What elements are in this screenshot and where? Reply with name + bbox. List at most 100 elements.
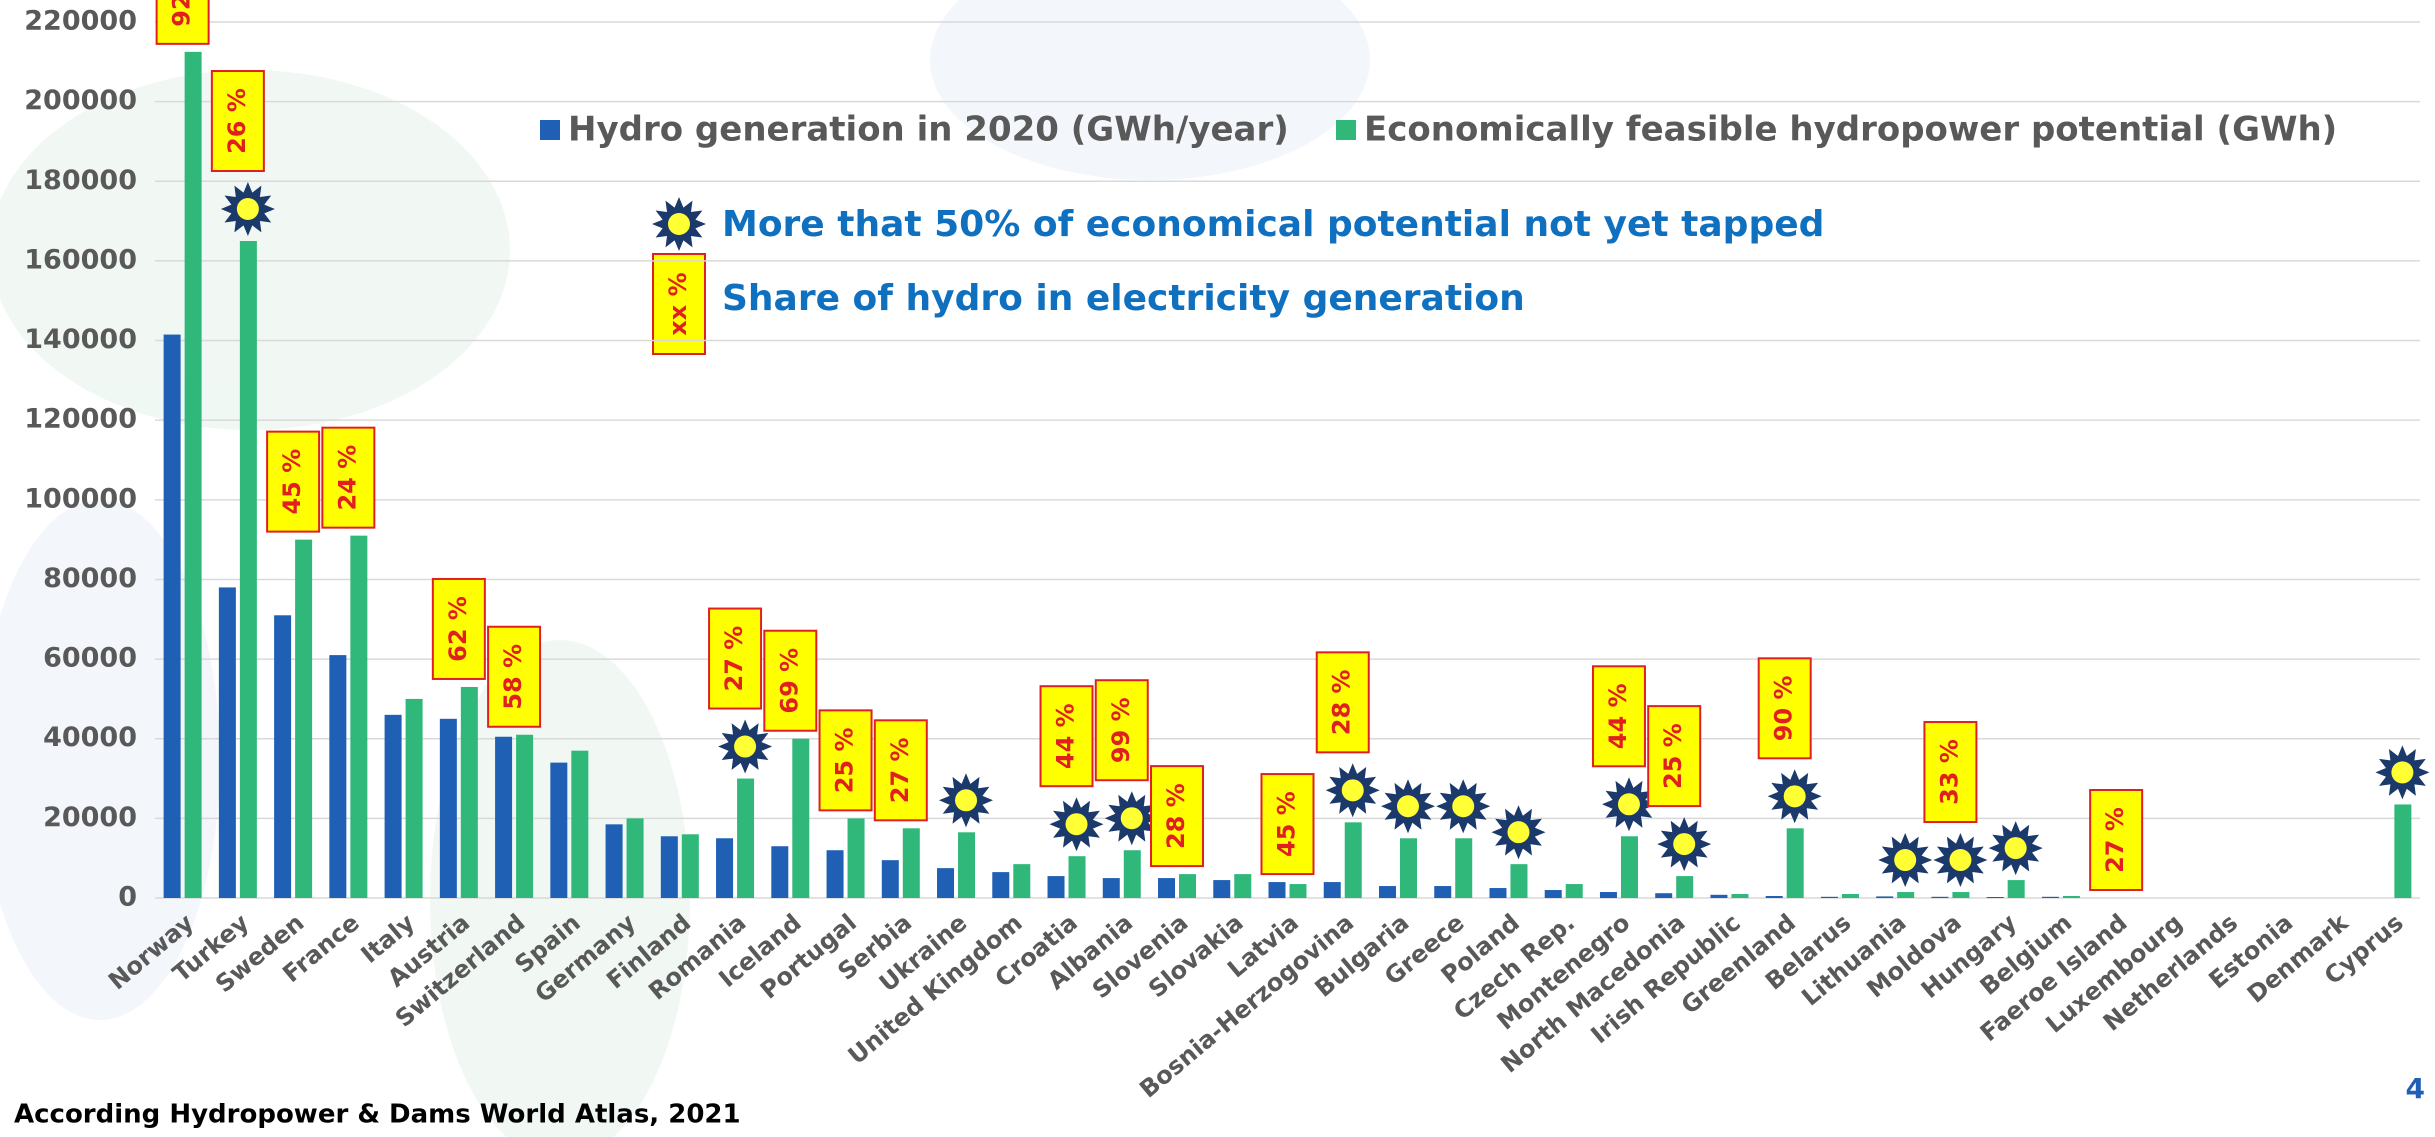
bar	[1068, 856, 1086, 898]
star-center	[2391, 761, 2414, 784]
bar	[2041, 896, 2059, 898]
untapped-star	[220, 182, 275, 236]
bar	[1655, 893, 1673, 898]
star-center	[1341, 779, 1364, 802]
star-center	[1396, 795, 1419, 818]
bar	[405, 698, 423, 898]
bar	[1234, 874, 1252, 898]
bar	[1786, 828, 1804, 898]
share-label: 45 %	[1273, 791, 1301, 857]
legend-swatch	[540, 120, 560, 140]
share-label-box	[431, 577, 486, 680]
bar	[439, 718, 457, 898]
bar	[1268, 882, 1286, 898]
bar	[1158, 878, 1176, 898]
bar	[1344, 822, 1362, 898]
background-decoration	[0, 0, 1370, 1137]
share-label: 92 %	[168, 0, 196, 27]
bar	[460, 686, 478, 898]
share-label-box	[321, 426, 376, 529]
y-tick-label: 220000	[24, 6, 137, 37]
untapped-star	[1049, 797, 1104, 852]
share-label-box	[1647, 705, 1702, 808]
share-label: 26 %	[223, 88, 251, 154]
bar	[163, 334, 181, 898]
star-center	[1452, 795, 1475, 818]
bar	[716, 838, 734, 898]
y-tick-label: 60000	[43, 643, 137, 674]
bar	[571, 750, 589, 898]
bar	[1931, 896, 1949, 898]
share-label-box	[1260, 773, 1315, 876]
share-label: 45 %	[278, 449, 306, 515]
share-label: 99 %	[1107, 697, 1135, 763]
bar	[1179, 874, 1197, 898]
bar	[958, 832, 976, 898]
bar	[1897, 892, 1915, 898]
share-label: 90 %	[1770, 675, 1798, 741]
bar	[1378, 886, 1396, 898]
bar	[737, 778, 755, 898]
share-label: 28 %	[1328, 669, 1356, 735]
share-label: 62 %	[444, 596, 472, 662]
star-center	[1507, 821, 1530, 844]
share-label-box	[1150, 765, 1205, 868]
page-number: 4	[2406, 1072, 2425, 1105]
untapped-star	[1657, 817, 1712, 872]
share-label-box	[2089, 789, 2144, 891]
bar	[1323, 882, 1341, 898]
bar	[1841, 894, 1859, 898]
bar	[1565, 884, 1583, 898]
share-label-box	[487, 625, 542, 728]
bar	[329, 655, 347, 898]
bar	[1047, 876, 1065, 898]
share-label-box	[1039, 685, 1094, 788]
bar	[184, 51, 202, 898]
untapped-star	[1381, 779, 1435, 834]
bar	[1102, 878, 1120, 898]
share-label-box	[873, 719, 928, 822]
share-legend: Share of hydro in electricity generation	[722, 278, 1525, 319]
share-label-box	[708, 607, 763, 710]
legend-swatch	[1336, 120, 1356, 140]
y-tick-label: 40000	[43, 722, 137, 753]
star-center	[2004, 837, 2027, 860]
star-center	[734, 735, 757, 758]
share-legend-box	[652, 253, 706, 355]
bar	[605, 824, 623, 898]
star-center	[1065, 813, 1088, 836]
y-tick-label: 180000	[24, 165, 137, 196]
untapped-star	[1325, 763, 1380, 818]
y-tick-label: 160000	[24, 244, 137, 275]
share-label: 25 %	[1659, 723, 1687, 789]
share-label-box	[1923, 721, 1978, 824]
bar	[2062, 896, 2080, 898]
legend-label: Hydro generation in 2020 (GWh/year)	[568, 110, 1289, 150]
bar	[826, 850, 844, 898]
bar	[495, 736, 513, 898]
share-label-box	[1591, 665, 1646, 768]
untapped-star	[2375, 745, 2430, 800]
bar	[847, 818, 865, 898]
bar	[1599, 892, 1617, 898]
star-center	[1894, 849, 1917, 872]
share-label-box	[763, 629, 818, 732]
bar	[937, 868, 955, 898]
bar	[295, 539, 313, 898]
star-center	[236, 198, 259, 220]
y-tick-label: 200000	[24, 85, 137, 116]
bar	[274, 615, 292, 898]
share-label: 44 %	[1604, 683, 1632, 749]
bar	[1455, 838, 1473, 898]
share-label: 44 %	[1052, 703, 1080, 769]
y-tick-label: 140000	[24, 324, 137, 355]
bar	[626, 818, 644, 898]
bar	[1731, 894, 1749, 898]
star-center	[668, 213, 690, 235]
untapped-star	[1491, 805, 1546, 860]
share-label-box	[155, 0, 210, 45]
share-label-box	[1757, 657, 1812, 760]
share-label: 69 %	[775, 648, 803, 714]
share-label: 27 %	[2101, 807, 2129, 873]
